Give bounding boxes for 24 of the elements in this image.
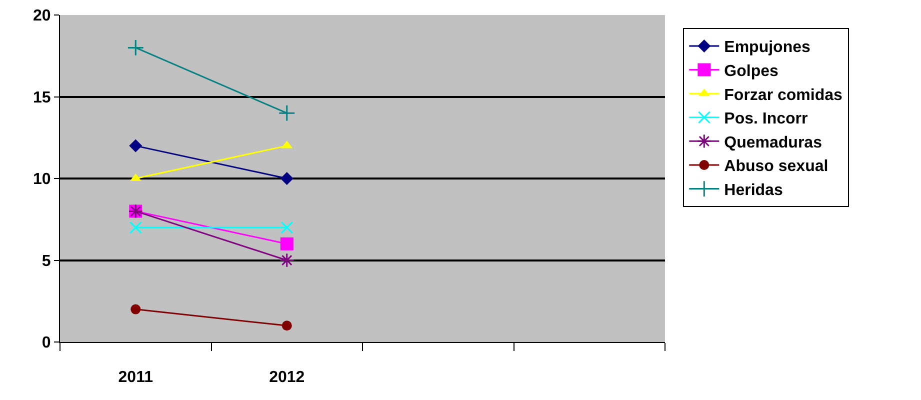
y-tick-label: 15: [33, 89, 51, 106]
point: [278, 104, 296, 122]
y-tick-label: 20: [33, 8, 51, 25]
legend-label: Empujones: [724, 39, 810, 56]
point: [280, 172, 294, 185]
legend-label: Pos. Incorr: [724, 110, 808, 128]
point: [129, 221, 142, 234]
point: [127, 39, 144, 56]
x-tick-label: 2011: [118, 369, 154, 386]
point: [129, 139, 142, 152]
point: [280, 221, 294, 234]
legend-label: Heridas: [724, 182, 783, 200]
point: [280, 237, 294, 250]
point: [280, 252, 294, 268]
legend-label: Abuso sexual: [724, 158, 828, 176]
legend-label: Forzar comidas: [724, 86, 843, 104]
point: [130, 304, 141, 314]
y-tick-label: 5: [42, 252, 51, 270]
y-tick-label: 0: [42, 334, 51, 352]
x-tick-label: 2012: [269, 369, 305, 386]
legend-label: Golpes: [724, 63, 778, 80]
legend-label: Quemaduras: [724, 134, 822, 152]
point: [282, 320, 292, 331]
y-tick-label: 10: [33, 171, 51, 188]
